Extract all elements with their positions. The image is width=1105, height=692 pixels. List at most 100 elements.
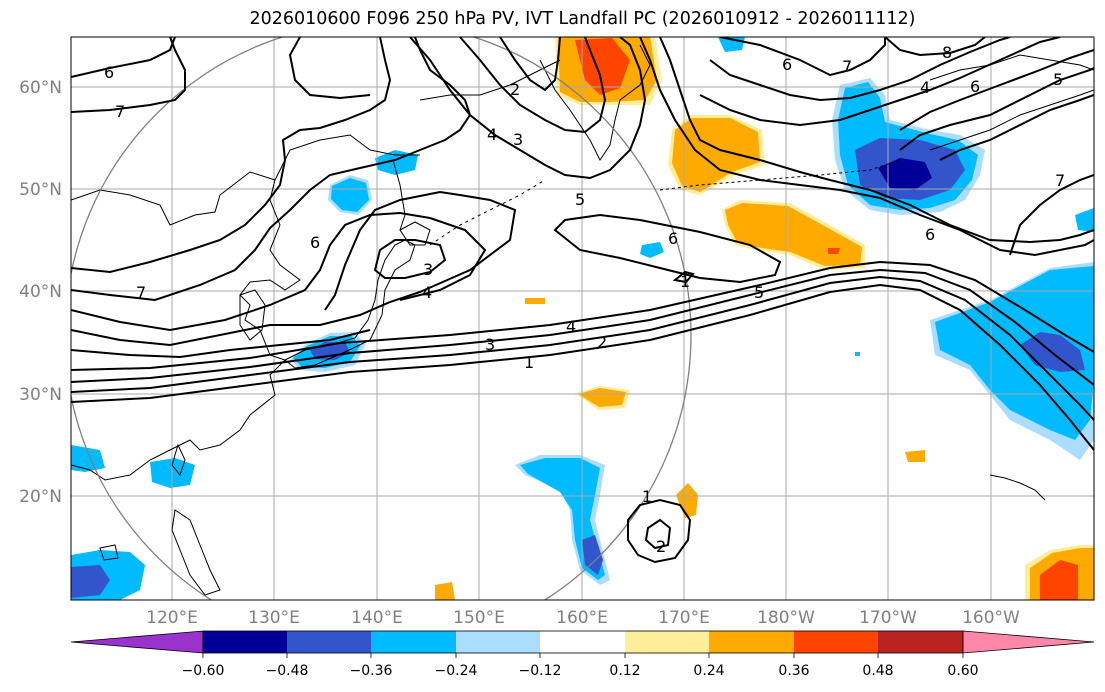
contour-7 [71, 211, 487, 332]
contour-6 [71, 190, 517, 347]
contour-label: 6 [925, 225, 935, 244]
pv-contours [71, 37, 1094, 564]
shade-orange-1 [578, 388, 626, 407]
contour-19 [553, 213, 782, 284]
contour-2 [71, 275, 1094, 421]
colorbar-tick-label: −0.24 [435, 663, 478, 679]
shade-orange-aleutian [725, 203, 862, 266]
lat-label: 50°N [19, 180, 62, 200]
colorbar-segment [794, 631, 878, 653]
contour-label: 6 [782, 55, 792, 74]
map-title: 2026010600 F096 250 hPa PV, IVT Landfall… [249, 9, 916, 29]
contour-12 [71, 37, 176, 78]
contour-9 [71, 37, 472, 302]
contour-label: 3 [513, 130, 523, 149]
contour-label: 4 [566, 317, 576, 336]
colorbar-extend-high [962, 630, 1095, 654]
shade-red-se [1040, 560, 1078, 600]
contour-14 [409, 37, 647, 180]
contour-label: 4 [920, 78, 930, 97]
coast-taiwan [171, 443, 186, 477]
contour-11 [288, 37, 371, 100]
coastlines [71, 44, 1094, 596]
contour-label: 5 [1053, 70, 1063, 89]
shade-red-kamchatka [575, 38, 630, 95]
contour-label: 1 [642, 487, 652, 506]
coast-philippines [171, 509, 221, 596]
contour-29 [627, 498, 692, 564]
contour-label: 3 [423, 260, 433, 279]
contour-label: 2 [656, 537, 666, 556]
contour-8 [373, 239, 447, 279]
colorbar-extend-low [70, 630, 204, 654]
shade-orange-5 [435, 582, 455, 600]
contour-label: 1 [524, 353, 534, 372]
lat-label: 40°N [19, 282, 62, 302]
colorbar-tick-label: −0.36 [350, 663, 393, 679]
colorbar-segment [456, 631, 540, 653]
coast-hawaii [989, 474, 1046, 501]
colorbar-tick-label: −0.48 [266, 663, 309, 679]
contour-3 [71, 268, 1094, 386]
contour-23 [884, 37, 986, 57]
colorbar-segment [625, 631, 709, 653]
contour-label: 4 [422, 283, 432, 302]
colorbar-tick-label: 0.24 [693, 663, 724, 679]
gridlines [71, 37, 1094, 600]
shade-blue-nw-pacific [935, 266, 1094, 440]
colorbar-outline [202, 630, 964, 654]
colorbar: −0.60 −0.48 −0.36 −0.24 −0.12 0.12 0.24 … [70, 630, 1095, 679]
colorbar-tick-label: 0.12 [609, 663, 640, 679]
shade-orange-2 [676, 483, 698, 518]
contour-label: 7 [1055, 171, 1065, 190]
coast-japan [284, 239, 416, 369]
contour-24 [899, 67, 1094, 151]
shade-orange-kam2 [672, 118, 760, 192]
coast-alaska-pen [929, 89, 1094, 151]
colorbar-ticks [202, 653, 964, 658]
colorbar-tick-label: −0.60 [182, 663, 225, 679]
contour-16 [499, 37, 561, 92]
latitude-labels: 20°N 30°N 40°N 50°N 60°N [19, 78, 62, 507]
contour-20 [719, 37, 886, 77]
landfall-radius-circle [71, 37, 692, 600]
contour-17 [659, 37, 1094, 244]
contour-label: 8 [942, 43, 952, 62]
contour-label: 1 [680, 272, 690, 291]
contour-21 [709, 37, 1011, 102]
lon-label: 130°E [248, 608, 300, 628]
lat-label: 20°N [19, 487, 62, 507]
lat-label: 60°N [19, 78, 62, 98]
lon-label: 180°W [757, 608, 815, 628]
contour-18 [639, 37, 1094, 257]
plot-border [70, 36, 1095, 601]
contour-label: 6 [668, 229, 678, 248]
contour-25 [939, 94, 1094, 161]
contour-label: 6 [104, 63, 114, 82]
coast-kamchatka [539, 44, 651, 161]
contour-27 [1009, 174, 1094, 256]
shade-blue-w-1 [71, 445, 105, 472]
contour-labels: 6 7 2 3 4 5 6 7 6 8 4 6 5 6 7 6 3 4 3 4 … [104, 43, 1065, 556]
contour-10 [71, 37, 392, 274]
lon-label: 160°W [962, 608, 1020, 628]
lat-label: 30°N [19, 385, 62, 405]
contour-label: 2 [597, 333, 607, 352]
shade-midblue-sw-corner [71, 565, 110, 598]
lon-label: 170°E [658, 608, 710, 628]
contour-15 [459, 37, 607, 134]
contour-30 [644, 518, 672, 550]
plot-area: 6 7 2 3 4 5 6 7 6 8 4 6 5 6 7 6 3 4 3 4 … [71, 37, 1094, 600]
contour-label: 3 [485, 335, 495, 354]
shade-blue-small-3 [855, 352, 860, 356]
longitude-labels: 120°E 130°E 140°E 150°E 160°E 170°E 180°… [146, 608, 1020, 628]
coast-siberia-north [419, 59, 561, 101]
contour-22 [699, 37, 1061, 127]
contour-label: 5 [754, 283, 764, 302]
coast-kuril [429, 179, 546, 246]
shade-red-aleutian [828, 248, 840, 254]
contour-label: 7 [115, 102, 125, 121]
contour-label: 5 [575, 190, 585, 209]
contour-5 [71, 329, 371, 359]
